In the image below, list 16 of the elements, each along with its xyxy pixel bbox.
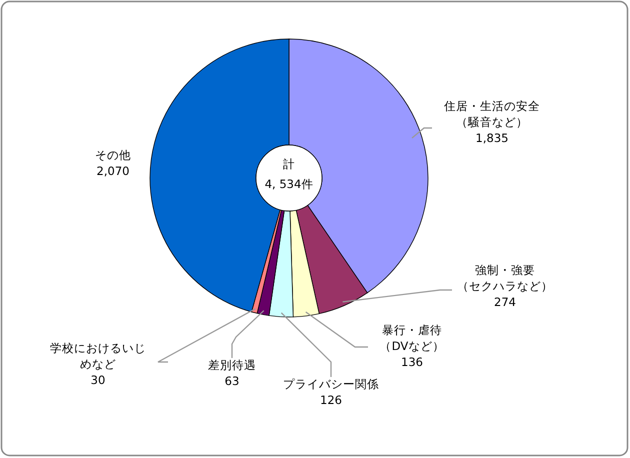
data-label: 274 bbox=[494, 295, 516, 309]
text: 4, 534件 bbox=[264, 177, 314, 191]
data-label: 126 bbox=[320, 393, 342, 407]
slice-label: 学校におけるいじめなど bbox=[50, 341, 146, 371]
data-label: 2,070 bbox=[96, 164, 130, 178]
data-label: 30 bbox=[90, 373, 106, 387]
slice-label: 住居・生活の安全（騒音など） bbox=[443, 99, 540, 129]
text: 計 bbox=[283, 157, 295, 171]
slice-label: その他 bbox=[95, 148, 131, 162]
slice-label: プライバシー関係 bbox=[283, 377, 379, 391]
data-label: 63 bbox=[224, 374, 240, 388]
slice-label: 強制・強要（セクハラなど） bbox=[457, 263, 553, 293]
data-label: 1,835 bbox=[476, 131, 508, 145]
data-label: 136 bbox=[401, 355, 423, 369]
slice-label: 差別待遇 bbox=[208, 358, 256, 372]
slice-label: 暴行・虐待（DVなど） bbox=[380, 323, 444, 353]
